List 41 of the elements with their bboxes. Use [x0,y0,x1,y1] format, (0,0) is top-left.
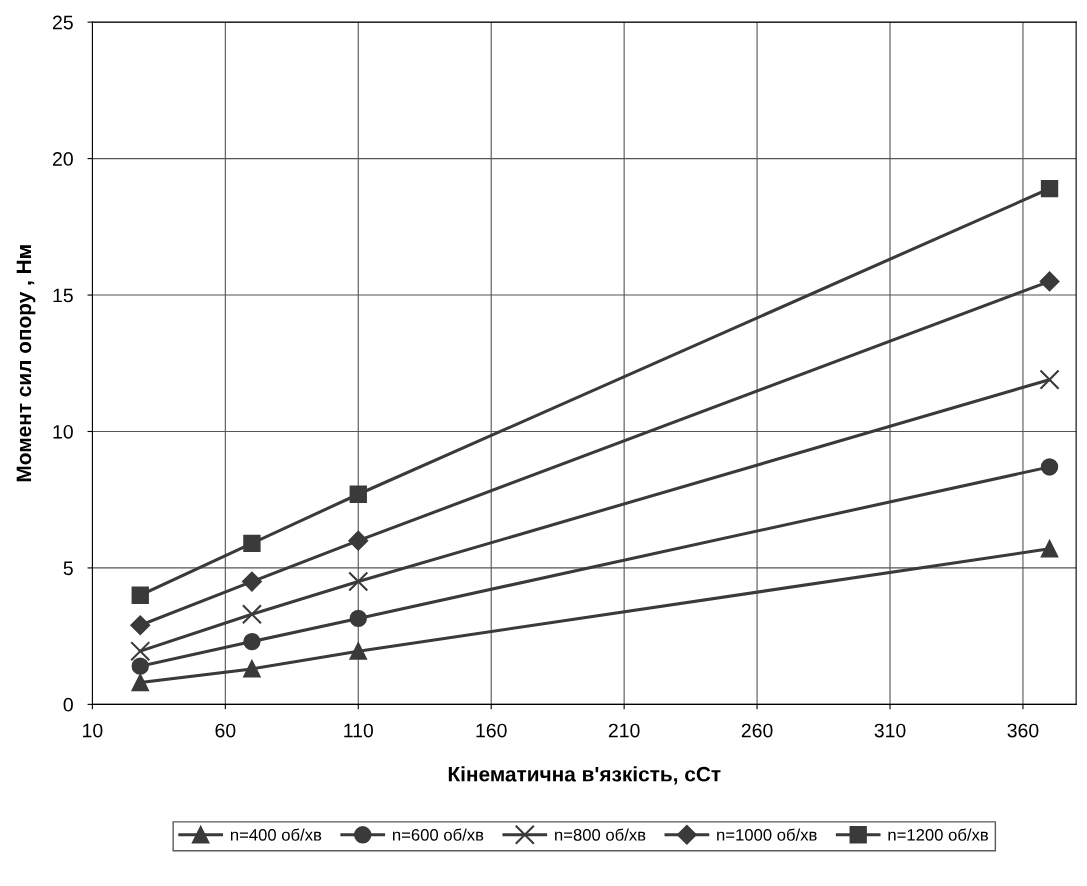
legend-label: n=1000 об/хв [717,828,817,841]
x-tick-label: 260 [741,723,773,738]
legend-label: n=600 об/хв [393,828,484,841]
y-tick-label: 15 [53,288,73,303]
point [1039,271,1060,292]
point [349,485,367,503]
point [243,534,261,553]
x-tick-label: 210 [608,723,640,738]
x-tick-label: 110 [344,723,374,738]
y-axis-title: Момент сил опору , Нм [16,245,36,482]
point [131,673,149,692]
point [1040,540,1059,558]
y-tick-label: 25 [53,15,73,30]
point [349,642,367,660]
legend-label: n=800 об/хв [555,828,646,841]
point [131,586,149,604]
point [130,615,151,636]
y-tick-label: 5 [63,561,73,576]
point [241,604,262,625]
legend-label: n=400 об/хв [230,828,322,841]
point [130,641,151,662]
legend-label: n=1200 об/хв [888,828,988,841]
point [348,571,369,592]
point [1040,458,1059,476]
x-tick-label: 360 [1007,723,1039,738]
point [243,632,261,651]
x-tick-label: 310 [874,723,906,738]
point [131,657,149,675]
point [1039,369,1060,390]
y-tick-label: 10 [53,424,73,439]
x-tick-label: 60 [215,723,236,738]
x-tick-label: 160 [476,723,507,738]
point [349,609,367,628]
x-tick-label: 10 [83,723,103,738]
point [242,571,262,592]
y-tick-label: 0 [63,697,73,712]
x-axis-title: Кінематична в'язкість, сСт [448,766,721,785]
point [243,660,261,678]
y-tick-label: 20 [53,152,73,166]
point [1040,179,1059,198]
point [348,530,369,551]
